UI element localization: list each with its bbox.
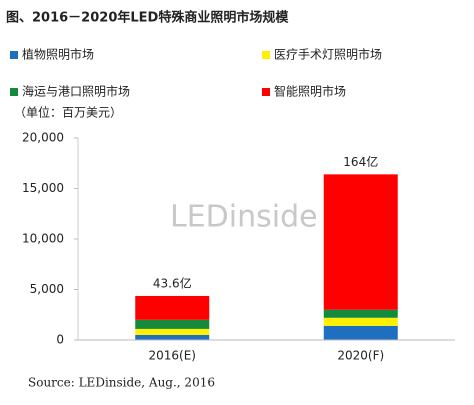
bar-segment [135,319,210,329]
legend-swatch [10,88,18,96]
bar-segment [323,174,398,310]
total-label: 164亿 [343,154,378,169]
bar-segment [323,309,398,318]
y-tick-label: 15,000 [22,181,64,195]
legend-swatch [262,51,270,59]
x-tick-label: 2020(F) [337,349,384,363]
bar-segment [323,325,398,340]
watermark: LEDinside [170,200,318,235]
legend-label: 医疗手术灯照明市场 [274,47,382,62]
chart-title: 图、2016－2020年LED特殊商业照明市场规模 [6,10,289,26]
bar-segment [135,334,210,340]
x-tick-label: 2016(E) [149,349,196,363]
bar-segment [135,295,210,320]
unit-label: （单位：百万美元） [14,105,122,120]
bar-segment [135,328,210,335]
legend-label: 智能照明市场 [274,84,346,99]
legend-swatch [262,88,270,96]
legend-label: 海运与港口照明市场 [22,84,130,99]
legend-swatch [10,51,18,59]
y-tick-label: 5,000 [30,282,64,296]
y-tick-label: 10,000 [22,232,64,246]
bar-segment [323,317,398,326]
source: Source: LEDinside, Aug., 2016 [28,376,215,390]
y-tick-label: 0 [56,333,64,347]
legend-label: 植物照明市场 [22,47,94,62]
total-label: 43.6亿 [153,275,192,290]
y-tick-label: 20,000 [22,131,64,145]
